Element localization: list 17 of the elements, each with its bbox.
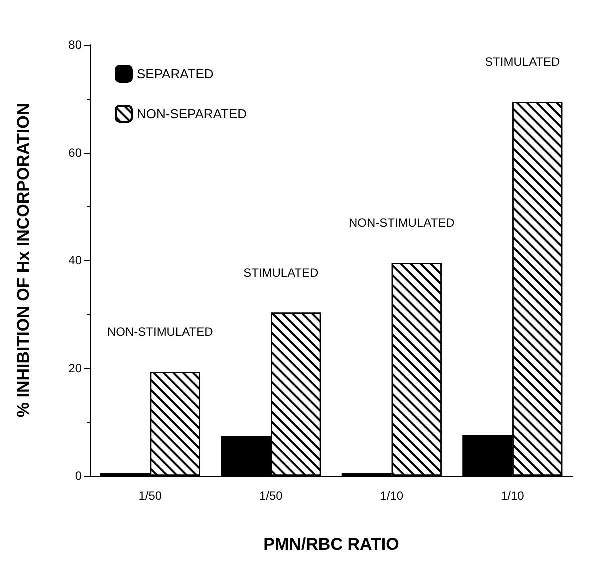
x-tick-label: 1/50: [259, 489, 284, 503]
y-tick-label: 20: [68, 361, 82, 376]
x-tick-label: 1/50: [138, 489, 162, 503]
annotation: NON-STIMULATED: [348, 216, 456, 230]
legend-label: SEPARATED: [137, 66, 214, 82]
x-tick-label: 1/10: [500, 489, 525, 503]
annotation: NON-STIMULATED: [107, 325, 214, 340]
y-tick-label: 80: [68, 38, 82, 52]
y-tick-label: 0: [75, 469, 82, 483]
annotation: STIMULATED: [485, 55, 561, 70]
x-tick-label: 1/10: [380, 489, 404, 503]
y-tick-label: 40: [68, 254, 82, 268]
y-axis-title: % INHIBITION OF Hx INCORPORATION: [14, 103, 33, 418]
x-axis-title: PMN/RBC RATIO: [264, 535, 400, 554]
y-tick-label: 60: [68, 146, 82, 160]
annotation: STIMULATED: [244, 266, 320, 280]
legend-label: NON-SEPARATED: [137, 106, 248, 122]
